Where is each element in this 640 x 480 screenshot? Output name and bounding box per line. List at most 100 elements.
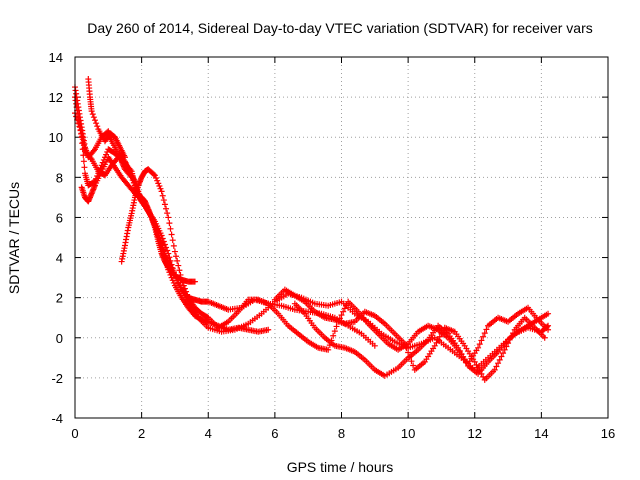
y-tick-label: 12: [49, 90, 63, 105]
data-point: [475, 344, 482, 351]
y-tick-label: 0: [56, 331, 63, 346]
data-point: [169, 277, 176, 284]
data-point: [127, 166, 134, 173]
data-point: [158, 188, 165, 195]
data-point: [333, 323, 340, 330]
data-point: [541, 334, 548, 341]
data-point: [495, 360, 502, 367]
data-point: [170, 242, 177, 249]
data-point: [168, 274, 175, 281]
data-point: [81, 164, 88, 171]
data-point: [153, 175, 160, 182]
y-tick-label: 2: [56, 291, 63, 306]
data-point: [405, 349, 412, 356]
chart-title: Day 260 of 2014, Sidereal Day-to-day VTE…: [87, 20, 593, 36]
data-point: [496, 356, 503, 363]
data-point: [481, 330, 488, 337]
data-point: [121, 154, 128, 161]
x-tick-label: 12: [468, 426, 482, 441]
data-point: [265, 326, 272, 333]
data-point: [471, 358, 478, 365]
data-point: [160, 197, 167, 204]
plot-frame: [74, 56, 609, 419]
data-point: [480, 333, 487, 340]
data-point: [463, 359, 470, 366]
data-point: [435, 336, 442, 343]
data-point: [401, 340, 408, 347]
y-axis-label: SDTVAR / TECUs: [6, 182, 22, 294]
data-point: [94, 123, 101, 130]
data-point: [340, 308, 347, 315]
data-point: [73, 113, 80, 120]
data-point: [433, 339, 440, 346]
x-axis-label: GPS time / hours: [287, 459, 394, 475]
data-point: [178, 276, 185, 283]
data-point: [331, 328, 338, 335]
data-point: [161, 201, 168, 208]
data-point: [177, 271, 184, 278]
data-point: [173, 253, 180, 260]
data-point: [151, 172, 158, 179]
data-point: [410, 362, 417, 369]
data-point: [176, 267, 183, 274]
data-point: [483, 326, 490, 333]
data-point: [460, 353, 467, 360]
data-point: [461, 356, 468, 363]
data-point: [500, 350, 507, 357]
data-point: [87, 154, 94, 161]
data-point: [183, 288, 190, 295]
data-point: [155, 180, 162, 187]
y-tick-label: -2: [51, 371, 63, 386]
data-point: [493, 363, 500, 370]
x-tick-label: 2: [138, 426, 145, 441]
grid: [75, 57, 608, 418]
data-point: [88, 108, 95, 115]
data-point: [77, 126, 84, 133]
series-track-5: [118, 166, 552, 367]
data-point: [163, 205, 170, 212]
data-point: [431, 342, 438, 349]
data-point: [491, 366, 498, 373]
x-tick-label: 10: [401, 426, 415, 441]
data-point: [478, 337, 485, 344]
data-point: [165, 266, 172, 273]
data-point: [476, 341, 483, 348]
data-point: [168, 231, 175, 238]
data-point: [403, 345, 410, 352]
y-tick-label: 10: [49, 130, 63, 145]
data-point: [167, 225, 174, 232]
series-track-6: [271, 286, 548, 383]
data-point: [181, 285, 188, 292]
x-tick-label: 0: [71, 426, 78, 441]
data-point: [325, 346, 332, 353]
data-point: [169, 237, 176, 244]
data-point: [164, 210, 171, 217]
data-point: [371, 342, 378, 349]
x-tick-label: 16: [601, 426, 615, 441]
data-point: [180, 282, 187, 289]
series-track-8: [291, 300, 552, 379]
data-point: [191, 278, 198, 285]
data-point: [179, 279, 186, 286]
data-point: [174, 257, 181, 264]
data-point: [159, 192, 166, 199]
x-tick-label: 6: [271, 426, 278, 441]
y-tick-label: 4: [56, 251, 63, 266]
data-point: [156, 183, 163, 190]
axis-ticks: 0 2 4 6 8 10 12 14 16 -4 -2 0 2 4 6 8 10 12 14: [49, 50, 616, 441]
data-point: [545, 326, 552, 333]
y-tick-label: -4: [51, 411, 63, 426]
series-track-4: [78, 154, 272, 335]
x-tick-label: 14: [534, 426, 548, 441]
data-point: [91, 117, 98, 124]
y-tick-label: 6: [56, 210, 63, 225]
data-point: [80, 158, 87, 165]
data-point: [75, 120, 82, 127]
data-point: [175, 262, 182, 269]
data-point: [498, 353, 505, 360]
data-point: [89, 111, 96, 118]
data-point: [154, 177, 161, 184]
data-point: [157, 185, 164, 192]
data-point: [330, 332, 337, 339]
